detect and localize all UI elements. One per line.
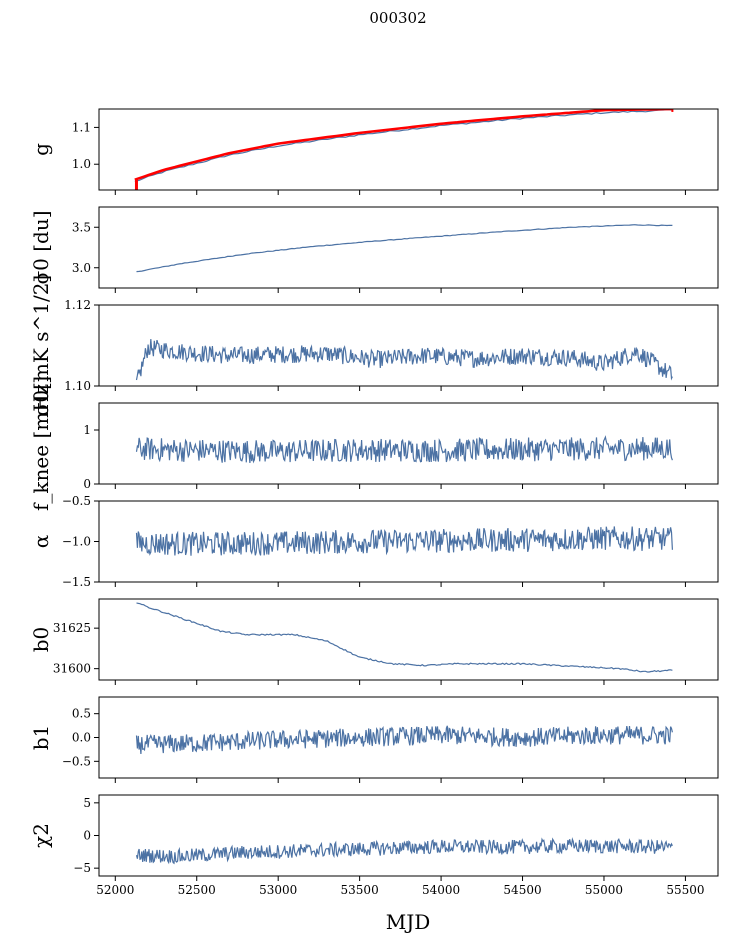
y-axis-label-1: g <box>29 143 53 156</box>
y-tick-label: 1.10 <box>64 379 91 393</box>
x-tick-label: 53500 <box>341 883 379 897</box>
y-tick-label: 0 <box>83 829 91 843</box>
y-tick-label: 1 <box>83 423 91 437</box>
y-axis-label-2: σ0 [du] <box>29 210 53 284</box>
x-tick-label: 55000 <box>585 883 623 897</box>
y-tick-label: −0.5 <box>62 494 91 508</box>
panel-frame <box>98 206 719 289</box>
y-axis-label-7: b1 <box>29 725 53 751</box>
y-axis-label-6: b0 <box>29 627 53 653</box>
series-line-2-1 <box>136 224 673 273</box>
y-tick-label: 31625 <box>53 621 91 635</box>
y-axis-label-5: α <box>29 535 53 549</box>
series-line-5-1 <box>135 526 673 556</box>
panel-frame <box>98 108 719 191</box>
y-axis-label-4: f_knee [mHz] <box>29 376 53 511</box>
y-tick-label: 0 <box>83 477 91 491</box>
y-tick-label: −1.0 <box>62 535 91 549</box>
y-axis-label-3: σ0[mK s^1/2] <box>29 275 53 416</box>
y-tick-label: 0.5 <box>72 707 91 721</box>
x-tick-label: 54500 <box>503 883 541 897</box>
x-tick-label: 53000 <box>259 883 297 897</box>
series-line-1-1 <box>134 109 673 182</box>
series-line-1-2 <box>134 109 673 181</box>
y-tick-label: −5 <box>73 861 91 875</box>
series-line-4-1 <box>135 435 673 464</box>
panel-2: 3.0 3.5 σ0 [du] <box>29 206 719 293</box>
series-line-8-1 <box>135 837 673 865</box>
panel-frame <box>98 304 719 387</box>
panel-7: −0.5 0.0 0.5 b1 <box>29 696 719 783</box>
panels: 1.0 1.1 g 3.0 3.5 σ0 [du] 1.10 1.12 σ0[mK s^1/2]… <box>29 108 719 897</box>
y-tick-label: 1.12 <box>64 298 91 312</box>
panel-frame <box>98 794 719 877</box>
panel-8: −5 0 5 52000 52500 53000 53500 54000 54500 55000 5… <box>29 794 719 897</box>
panel-4: 0 1 f_knee [mHz] <box>29 376 719 511</box>
y-tick-label: 3.5 <box>72 220 91 234</box>
panel-3: 1.10 1.12 σ0[mK s^1/2] <box>29 275 719 416</box>
series-line-6-1 <box>136 602 673 673</box>
y-tick-label: 1.1 <box>72 120 91 134</box>
series-line-3-1 <box>135 339 673 381</box>
panel-frame <box>98 402 719 485</box>
series-line-7-1 <box>135 725 673 755</box>
y-axis-label-8: χ2 <box>29 823 53 848</box>
y-tick-label: 3.0 <box>72 261 91 275</box>
panel-5: −1.5 −1.0 −0.5 α <box>29 494 719 589</box>
y-tick-label: 5 <box>83 796 91 810</box>
panel-1: 1.0 1.1 g <box>29 108 719 195</box>
figure-title: 000302 <box>369 9 426 27</box>
y-tick-label: −1.5 <box>62 575 91 589</box>
x-tick-label: 54000 <box>422 883 460 897</box>
panel-frame <box>98 598 719 681</box>
y-tick-label: 1.0 <box>72 157 91 171</box>
y-tick-label: 0.0 <box>72 731 91 745</box>
y-tick-label: −0.5 <box>62 754 91 768</box>
x-tick-label: 52000 <box>96 883 134 897</box>
x-axis-label: MJD <box>386 910 431 934</box>
y-tick-label: 31600 <box>53 662 91 676</box>
x-tick-label: 52500 <box>178 883 216 897</box>
x-tick-label: 55500 <box>666 883 704 897</box>
